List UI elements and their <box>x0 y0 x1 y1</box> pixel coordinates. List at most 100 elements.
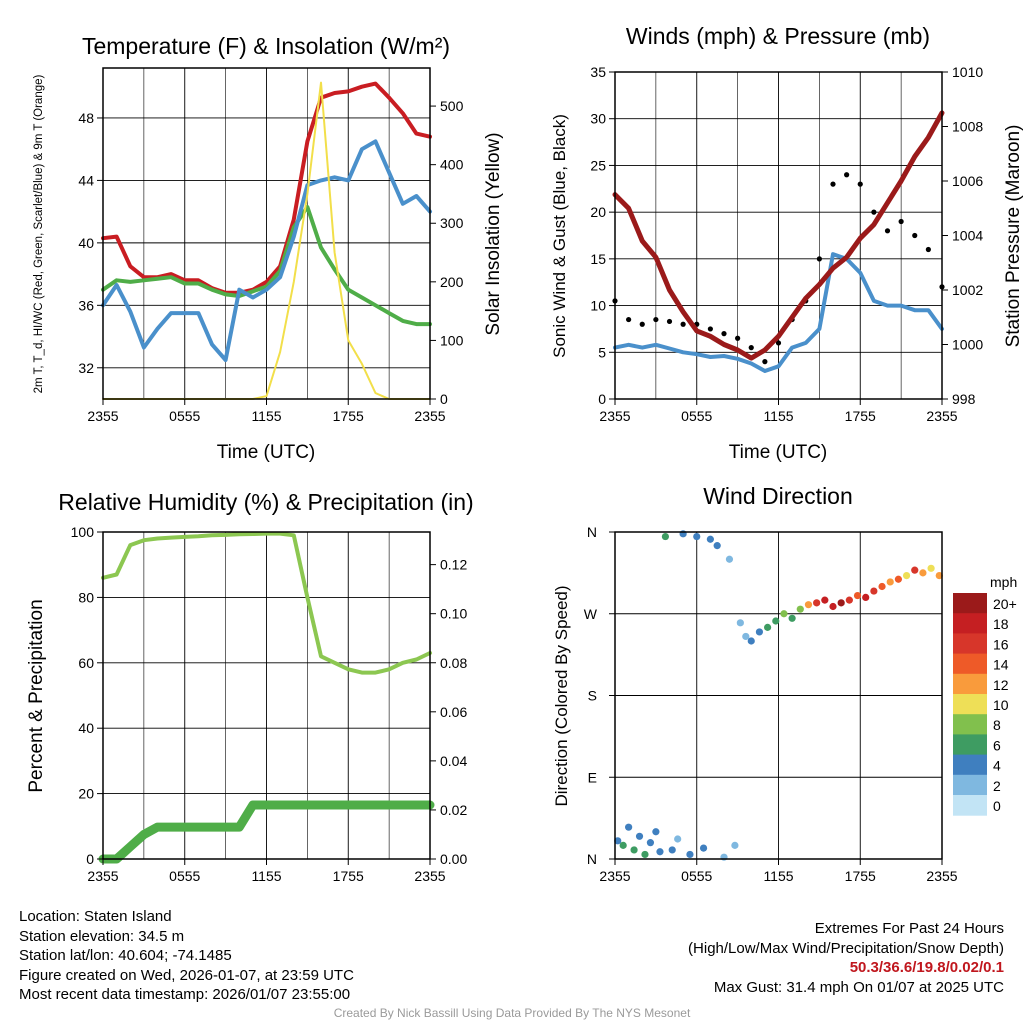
temperature-ticks: 2355 0555 1155 1755 2355 32 36 40 44 48 0 100 200 300… <box>78 98 463 424</box>
colorbar-label: 18 <box>993 616 1009 632</box>
temperature-title: Temperature (F) & Insolation (W/m²) <box>82 33 450 59</box>
direction-point <box>813 599 821 607</box>
direction-point <box>693 532 701 541</box>
y-tick-label: 40 <box>78 235 94 251</box>
direction-point <box>755 628 764 636</box>
direction-point <box>661 532 670 541</box>
colorbar-label: 4 <box>993 758 1001 774</box>
direction-point <box>935 572 943 580</box>
direction-point <box>878 582 886 591</box>
direction-point <box>652 828 660 836</box>
colorbar-label: 16 <box>993 636 1009 652</box>
gust-point <box>707 326 713 332</box>
y-right-tick-label: 0.00 <box>440 851 467 867</box>
direction-point <box>646 839 655 847</box>
y-tick-label: 44 <box>78 172 94 188</box>
y-tick-label: 5 <box>598 344 606 360</box>
direction-point <box>619 841 627 849</box>
x-tick-label: 0555 <box>169 868 200 884</box>
gust-point <box>844 172 850 178</box>
x-tick-label: 1155 <box>251 408 281 424</box>
y-right-tick-label: 1008 <box>952 119 983 135</box>
direction-point <box>804 601 813 609</box>
direction-point <box>656 848 664 856</box>
direction-point <box>902 572 911 580</box>
gust-point <box>666 318 673 325</box>
gust-point <box>721 331 727 337</box>
direction-points <box>614 530 943 861</box>
y-tick-label: 30 <box>590 111 606 127</box>
gust-point <box>762 359 768 365</box>
direction-point <box>674 835 682 843</box>
gust-point <box>626 316 632 323</box>
x-tick-label: 0555 <box>169 408 200 424</box>
sonic-wind-line <box>613 252 944 373</box>
x-tick-label: 2355 <box>599 868 630 884</box>
y-tick-label: 80 <box>78 589 94 605</box>
y-right-tick-label: 1002 <box>952 282 983 298</box>
y-right-tick-label: 0.06 <box>440 704 467 720</box>
y-tick-label: 35 <box>590 64 606 80</box>
colorbar-label: 20+ <box>993 596 1017 612</box>
direction-point <box>668 846 676 854</box>
colorbar-label: 2 <box>993 778 1001 794</box>
gust-point <box>653 316 659 323</box>
y-right-tick-label: 300 <box>440 215 464 231</box>
location-text: Location: Staten Island <box>19 908 172 925</box>
wind-series <box>612 110 945 373</box>
y-right-tick-label: 400 <box>440 157 464 173</box>
wind-ticks: 2355 0555 1155 1755 235505101520253035998100… <box>590 64 983 424</box>
wind-xlabel: Time (UTC) <box>729 442 828 463</box>
humidity-ylabel-left: Percent & Precipitation <box>26 599 47 792</box>
direction-point <box>919 569 927 577</box>
direction-point <box>630 846 638 854</box>
y-tick-label: 20 <box>590 204 606 220</box>
heat-index-wind-chill-line <box>101 139 432 362</box>
extremes-values: 50.3/36.6/19.8/0.02/0.1 <box>849 959 1004 976</box>
meteogram-figure: Temperature (F) & Insolation (W/m²) 2355… <box>26 23 1024 884</box>
y-tick-label: E <box>588 769 597 785</box>
direction-point <box>894 575 903 583</box>
colorbar-swatch <box>953 734 987 756</box>
direction-point <box>713 542 721 550</box>
gust-point <box>680 321 686 327</box>
y-right-tick-label: 1004 <box>952 228 983 244</box>
y-right-tick-label: 1000 <box>952 337 983 353</box>
direction-point <box>886 578 894 586</box>
y-tick-label: 60 <box>78 655 94 671</box>
direction-point <box>796 605 804 613</box>
y-tick-label: 0 <box>598 391 606 407</box>
y-right-tick-label: 1010 <box>952 64 983 80</box>
recent-text: Most recent data timestamp: 2026/01/07 2… <box>19 986 351 1003</box>
direction-point <box>742 632 750 641</box>
created-text: Figure created on Wed, 2026-01-07, at 23… <box>19 966 354 984</box>
gust-point <box>816 256 822 262</box>
direction-point <box>927 564 935 572</box>
elevation-text: Station elevation: 34.5 m <box>19 927 185 945</box>
gust-point <box>871 209 877 215</box>
y-tick-label: 15 <box>590 251 606 267</box>
dew-point-line <box>101 205 432 327</box>
extremes-legend: (High/Low/Max Wind/Precipitation/Snow De… <box>688 939 1004 957</box>
gust-point <box>898 218 904 225</box>
direction-point <box>736 619 744 627</box>
y-right-tick-label: 0.08 <box>440 655 467 671</box>
x-tick-label: 1155 <box>763 868 793 884</box>
colorbar-swatch <box>953 714 987 735</box>
direction-point <box>706 535 714 543</box>
direction-point <box>821 596 829 604</box>
humidity-grid <box>102 531 431 860</box>
y-tick-label: 40 <box>78 720 94 736</box>
y-tick-label: W <box>584 606 598 622</box>
gust-point <box>925 246 931 253</box>
latlon-text: Station lat/lon: 40.604; -74.1485 <box>19 947 232 964</box>
direction-point <box>764 623 772 631</box>
colorbar-swatch <box>953 774 987 796</box>
gust-point <box>735 335 741 341</box>
max-gust-text: Max Gust: 31.4 mph On 01/07 at 2025 UTC <box>713 978 1004 996</box>
temperature-xlabel: Time (UTC) <box>217 442 316 463</box>
x-tick-label: 0555 <box>681 408 712 424</box>
wind-title: Winds (mph) & Pressure (mb) <box>626 23 930 49</box>
x-tick-label: 2355 <box>926 408 957 424</box>
y-tick-label: 0 <box>86 851 94 867</box>
